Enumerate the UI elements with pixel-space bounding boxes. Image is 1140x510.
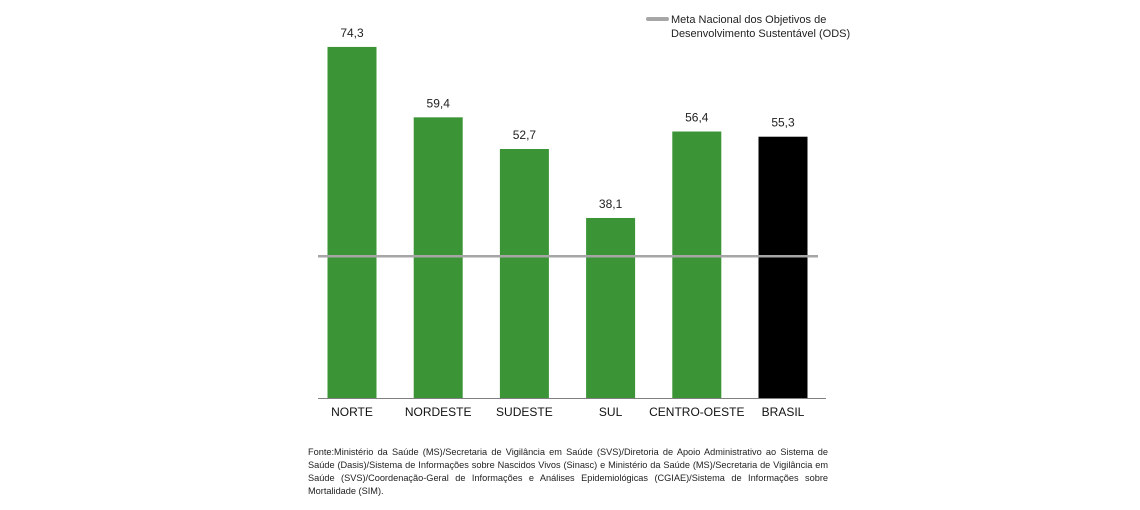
bar-nordeste <box>413 117 463 399</box>
value-label-nordeste: 59,4 <box>427 96 451 110</box>
source-note: Fonte:Ministério da Saúde (MS)/Secretari… <box>308 447 828 496</box>
value-label-brasil: 55,3 <box>771 116 795 130</box>
bar-chart: Meta Nacional dos Objetivos de Desenvolv… <box>318 14 850 419</box>
bar-sul <box>586 217 636 398</box>
legend-label-line1: Meta Nacional dos Objetivos de <box>671 14 826 26</box>
labels-group: 74,3 NORTE 59,4 NORDESTE 52,7 SUDESTE 38,1 SUL 5… <box>331 26 805 419</box>
value-label-norte: 74,3 <box>340 26 364 40</box>
value-label-sul: 38,1 <box>599 197 623 211</box>
category-label-nordeste: NORDESTE <box>405 405 472 419</box>
category-label-centro-oeste: CENTRO-OESTE <box>649 405 744 419</box>
value-label-centro-oeste: 56,4 <box>685 111 709 125</box>
category-label-sul: SUL <box>599 405 623 419</box>
bars-group <box>327 46 808 399</box>
category-label-brasil: BRASIL <box>762 405 805 419</box>
bar-sudeste <box>499 148 549 398</box>
bar-brasil <box>758 136 808 398</box>
bar-norte <box>327 46 377 399</box>
value-label-sudeste: 52,7 <box>513 128 537 142</box>
chart-legend: Meta Nacional dos Objetivos de Desenvolv… <box>646 14 850 40</box>
category-label-sudeste: SUDESTE <box>496 405 553 419</box>
category-label-norte: NORTE <box>331 405 373 419</box>
bar-centro-oeste <box>672 131 722 398</box>
legend-label-line2: Desenvolvimento Sustentável (ODS) <box>671 28 850 40</box>
